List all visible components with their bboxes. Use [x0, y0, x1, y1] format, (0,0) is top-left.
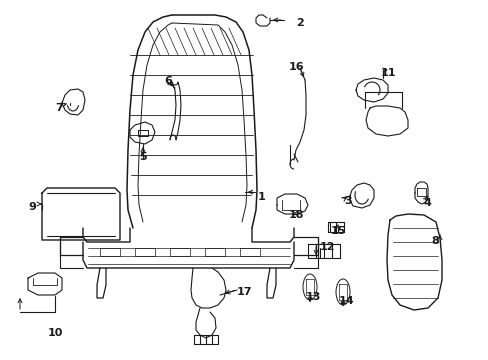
Text: 17: 17 — [237, 287, 252, 297]
Bar — [204, 248, 224, 256]
Bar — [135, 248, 155, 256]
Text: 15: 15 — [329, 226, 345, 236]
Text: 11: 11 — [380, 68, 395, 78]
Text: 2: 2 — [295, 18, 303, 28]
Bar — [240, 248, 260, 256]
Text: 5: 5 — [139, 152, 146, 162]
Bar — [100, 248, 120, 256]
Text: 4: 4 — [423, 198, 431, 208]
Bar — [170, 248, 190, 256]
Text: 10: 10 — [47, 328, 62, 338]
Text: 9: 9 — [28, 202, 36, 212]
Text: 1: 1 — [258, 192, 265, 202]
Text: 8: 8 — [430, 236, 438, 246]
Text: 6: 6 — [164, 76, 172, 86]
Text: 7: 7 — [55, 103, 62, 113]
Text: 16: 16 — [287, 62, 303, 72]
Text: 14: 14 — [338, 296, 353, 306]
Text: 3: 3 — [343, 196, 351, 206]
Text: 12: 12 — [319, 242, 335, 252]
Text: 18: 18 — [287, 210, 303, 220]
Text: 13: 13 — [305, 292, 320, 302]
